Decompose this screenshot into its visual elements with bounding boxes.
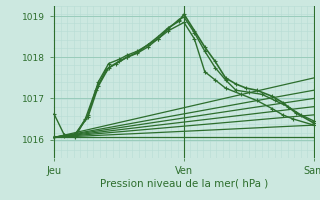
X-axis label: Pression niveau de la mer( hPa ): Pression niveau de la mer( hPa ) <box>100 178 268 188</box>
